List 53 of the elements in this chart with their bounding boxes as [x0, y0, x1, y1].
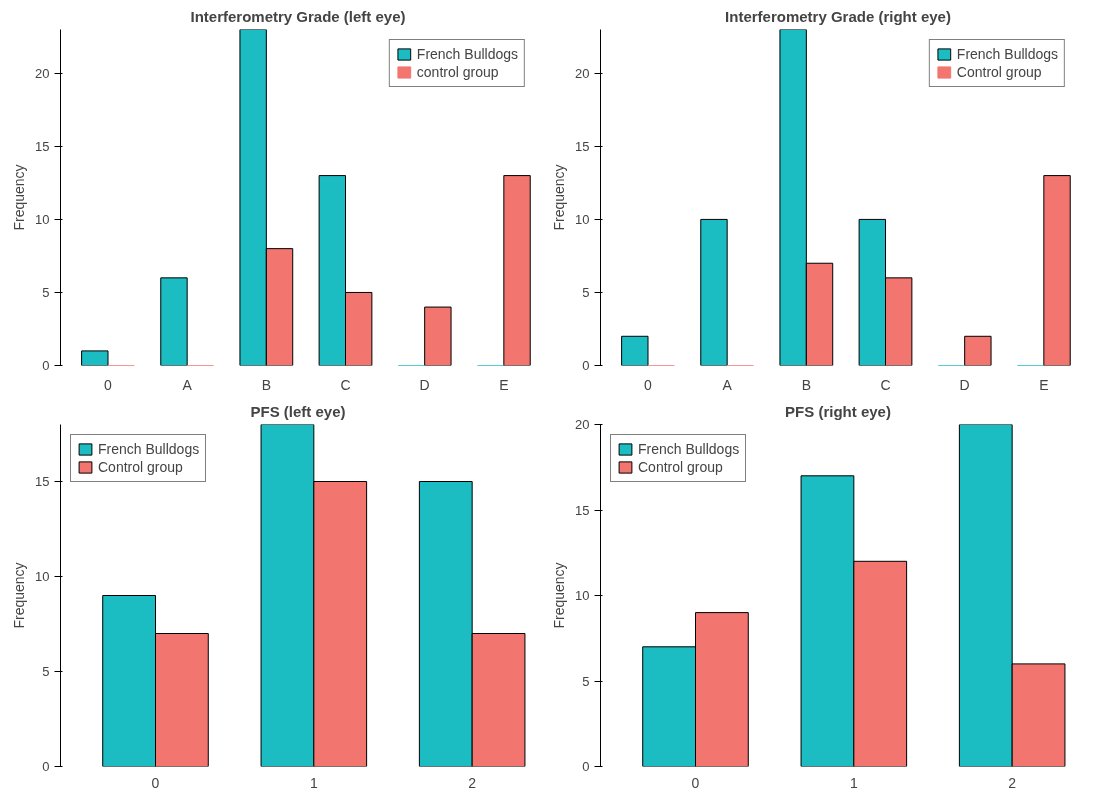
legend-label: French Bulldogs [956, 46, 1058, 62]
legend-label: Control group [638, 459, 723, 475]
x-tick-label: 0 [644, 376, 653, 393]
x-tick-label: 2 [1008, 774, 1017, 791]
y-tick-label: 5 [42, 284, 50, 300]
y-tick-label: 15 [575, 502, 590, 518]
y-tick-label: 20 [575, 65, 590, 81]
chart-title: PFS (right eye) [785, 402, 891, 420]
y-tick-label: 15 [35, 474, 50, 489]
y-tick-label: 0 [42, 358, 50, 373]
y-tick-label: 5 [582, 284, 590, 300]
legend-label: French Bulldogs [638, 441, 740, 457]
x-tick-label: B [261, 376, 272, 393]
y-tick-label: 20 [35, 65, 50, 81]
x-tick-label: 0 [104, 376, 113, 393]
x-tick-label: D [419, 376, 430, 393]
chart-title: Interferometry Grade (right eye) [725, 7, 951, 25]
y-axis-title: Frequency [551, 164, 568, 231]
y-tick-label: 0 [42, 759, 50, 774]
legend-label: French Bulldogs [98, 441, 200, 457]
y-tick-label: 20 [575, 417, 590, 432]
x-tick-label: 0 [151, 774, 160, 791]
y-tick-label: 10 [35, 569, 50, 584]
y-tick-label: 10 [575, 588, 590, 603]
legend-label: control group [416, 64, 499, 80]
legend-label: French Bulldogs [416, 46, 518, 62]
x-tick-label: B [801, 376, 812, 393]
x-tick-label: 2 [468, 774, 477, 791]
y-tick-label: 10 [35, 211, 50, 227]
legend-label: Control group [98, 459, 183, 475]
x-tick-label: E [1039, 376, 1049, 393]
x-tick-label: A [182, 376, 193, 393]
y-tick-label: 10 [575, 211, 590, 227]
y-axis-title: Frequency [11, 562, 28, 629]
x-tick-label: C [340, 376, 351, 393]
y-tick-label: 5 [42, 664, 50, 679]
x-tick-label: 1 [849, 774, 858, 791]
y-tick-label: 5 [582, 673, 590, 689]
x-tick-label: D [959, 376, 970, 393]
legend-label: Control group [956, 64, 1042, 80]
x-tick-label: E [499, 376, 509, 393]
y-axis-title: Frequency [11, 164, 28, 231]
x-tick-label: 0 [691, 774, 700, 791]
y-tick-label: 0 [582, 358, 590, 373]
y-tick-label: 15 [35, 138, 50, 154]
chart-title: PFS (left eye) [250, 402, 346, 420]
y-axis-title: Frequency [551, 562, 568, 629]
x-tick-label: A [722, 376, 733, 393]
x-tick-label: 1 [309, 774, 318, 791]
x-tick-label: C [880, 376, 891, 393]
y-tick-label: 0 [582, 759, 590, 774]
chart-title: Interferometry Grade (left eye) [190, 7, 406, 25]
y-tick-label: 15 [575, 138, 590, 154]
